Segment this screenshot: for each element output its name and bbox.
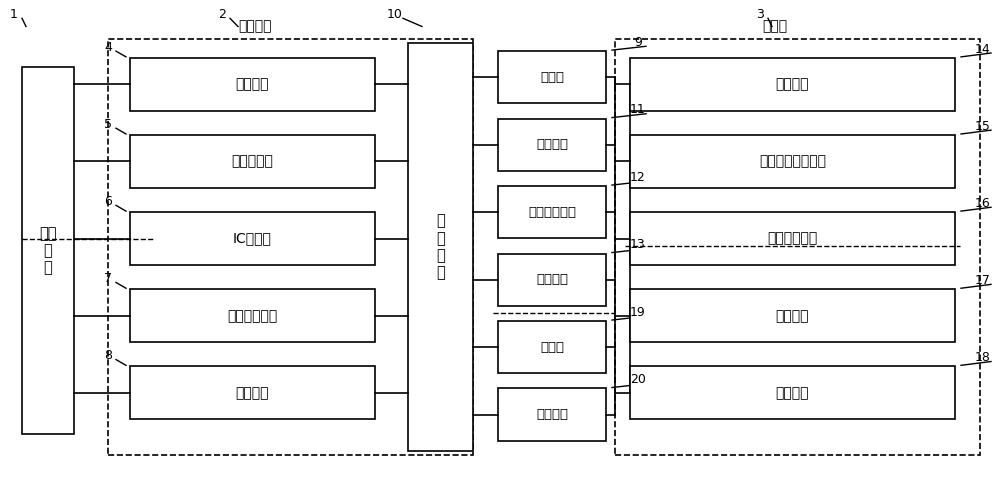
Bar	[498, 51, 606, 103]
Text: 查询模块: 查询模块	[776, 386, 809, 400]
Bar	[22, 67, 74, 434]
Text: 存储模块: 存储模块	[776, 308, 809, 323]
Text: IC读卡器: IC读卡器	[233, 231, 272, 246]
Text: 蓝牙模块: 蓝牙模块	[236, 386, 269, 400]
Bar	[630, 212, 955, 265]
Text: 9: 9	[634, 36, 642, 49]
Bar	[615, 39, 980, 455]
Text: 显示模块: 显示模块	[536, 273, 568, 286]
Bar	[498, 388, 606, 441]
Bar	[130, 289, 375, 342]
Text: 18: 18	[975, 351, 991, 364]
Bar	[498, 321, 606, 373]
Bar	[498, 119, 606, 171]
Bar	[408, 43, 473, 451]
Text: 20: 20	[630, 374, 646, 386]
Text: 16: 16	[975, 197, 991, 210]
Text: 密鑰管理模块: 密鑰管理模块	[767, 231, 818, 246]
Bar	[130, 212, 375, 265]
Bar	[498, 186, 606, 238]
Text: 17: 17	[975, 274, 991, 287]
Text: 2: 2	[218, 8, 226, 21]
Text: 8: 8	[104, 349, 112, 362]
Text: 声音输出模块: 声音输出模块	[528, 206, 576, 218]
Bar	[108, 39, 473, 455]
Bar	[498, 254, 606, 306]
Text: 判断模块: 判断模块	[536, 408, 568, 421]
Text: 指纹采集器: 指纹采集器	[232, 154, 273, 169]
Bar	[630, 366, 955, 419]
Bar	[130, 366, 375, 419]
Bar	[130, 135, 375, 188]
Text: 电控锁具: 电控锁具	[236, 77, 269, 92]
Text: 7: 7	[104, 272, 112, 285]
Text: 移动
终
端: 移动 终 端	[39, 226, 57, 276]
Text: 1: 1	[10, 8, 18, 21]
Text: 声音采集模块: 声音采集模块	[227, 308, 278, 323]
Text: 12: 12	[630, 171, 646, 184]
Text: 10: 10	[387, 8, 403, 21]
Text: 存储器: 存储器	[540, 341, 564, 353]
Bar	[130, 58, 375, 111]
Text: 15: 15	[975, 120, 991, 133]
Text: 云平台: 云平台	[762, 19, 788, 34]
Bar	[630, 58, 955, 111]
Bar	[630, 135, 955, 188]
Text: 14: 14	[975, 43, 991, 55]
Text: 19: 19	[630, 306, 646, 319]
Text: 13: 13	[630, 239, 646, 251]
Text: 通信模块: 通信模块	[536, 138, 568, 151]
Text: 6: 6	[104, 195, 112, 208]
Text: 比较模块: 比较模块	[776, 77, 809, 92]
Bar	[630, 289, 955, 342]
Text: 智能锁具: 智能锁具	[238, 19, 272, 34]
Text: 11: 11	[630, 104, 646, 116]
Text: 4: 4	[104, 41, 112, 54]
Text: 安全等级修改模块: 安全等级修改模块	[759, 154, 826, 169]
Text: 控
制
模
块: 控 制 模 块	[436, 214, 445, 281]
Text: 摄像头: 摄像头	[540, 71, 564, 83]
Text: 5: 5	[104, 118, 112, 131]
Text: 3: 3	[756, 8, 764, 21]
